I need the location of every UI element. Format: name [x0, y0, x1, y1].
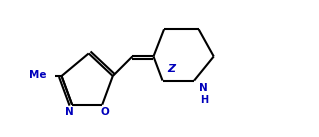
Text: Me: Me [29, 69, 47, 79]
Text: N: N [199, 83, 208, 93]
Text: N: N [65, 107, 74, 117]
Text: H: H [200, 95, 208, 105]
Text: O: O [101, 107, 110, 117]
Text: Z: Z [167, 64, 176, 73]
